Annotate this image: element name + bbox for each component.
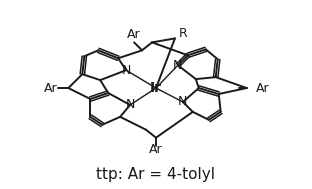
Text: N: N bbox=[178, 95, 188, 108]
Text: Ir: Ir bbox=[150, 81, 162, 95]
Text: ttp: Ar = 4-tolyl: ttp: Ar = 4-tolyl bbox=[96, 167, 216, 182]
Text: N: N bbox=[173, 59, 183, 72]
Text: Ar: Ar bbox=[149, 143, 163, 156]
Text: Ar: Ar bbox=[127, 28, 141, 41]
Text: N: N bbox=[125, 98, 135, 112]
Text: Ar: Ar bbox=[44, 81, 57, 94]
Text: R: R bbox=[178, 27, 187, 40]
Text: N: N bbox=[121, 64, 131, 77]
Text: Ar: Ar bbox=[256, 81, 269, 94]
